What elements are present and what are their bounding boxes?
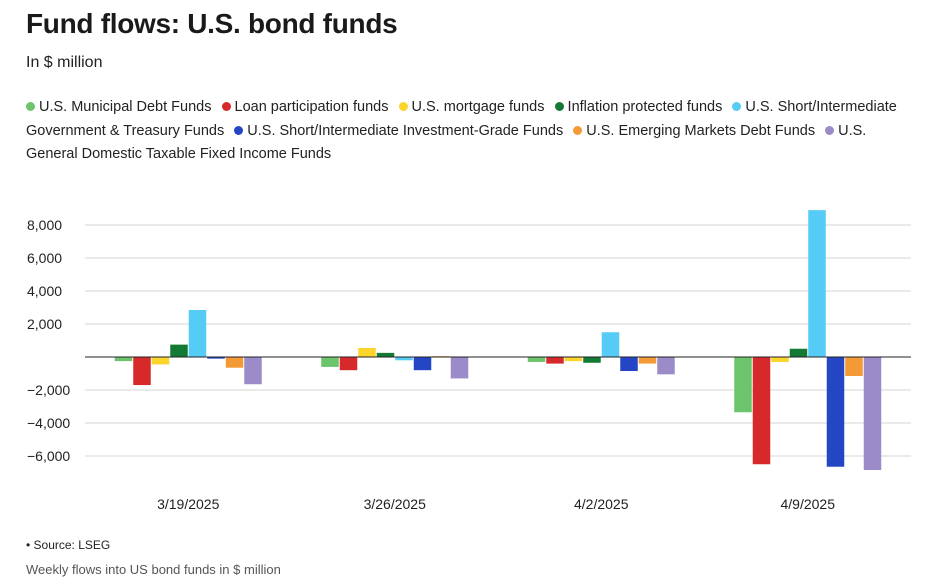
legend-swatch	[732, 102, 742, 111]
legend-swatch	[221, 102, 231, 111]
legend-item: U.S. mortgage funds	[398, 99, 551, 115]
legend-swatch	[554, 102, 564, 111]
y-tick-label: 8,000	[27, 217, 62, 233]
bar	[657, 357, 675, 375]
legend-label: Loan participation funds	[234, 99, 389, 115]
bar	[170, 344, 188, 357]
bar	[114, 357, 133, 362]
bar	[151, 357, 170, 365]
bar-chart: 8,000 6,000 4,000 2,000 −2,000 −4,000 −6,000 3/…	[27, 210, 911, 512]
chart-subtitle: In $ million	[26, 54, 103, 71]
y-tick-label: 4,000	[27, 283, 62, 299]
bar	[638, 357, 657, 364]
y-tick-label: −6,000	[27, 448, 70, 464]
bar	[450, 357, 469, 379]
bar	[845, 357, 863, 376]
bar	[133, 357, 151, 386]
legend-item: U.S. Short/Intermediate Government & Tre…	[26, 99, 897, 139]
legend-swatch	[573, 125, 583, 135]
legend-swatch	[26, 102, 35, 111]
legend-item: Loan participation funds	[221, 99, 395, 115]
legend-label: U.S. General Domestic Taxable Fixed Inco…	[26, 122, 867, 163]
chart-legend: U.S. Municipal Debt Funds Loan participa…	[26, 96, 906, 167]
bar	[601, 332, 620, 357]
bar	[244, 357, 262, 385]
legend-item: U.S. Short/Intermediate Investment-Grade…	[234, 123, 569, 139]
chart-title: Fund flows: U.S. bond funds	[26, 8, 398, 39]
bar	[376, 352, 395, 357]
x-tick-label: 3/19/2025	[157, 496, 219, 512]
legend-swatch	[825, 125, 835, 135]
legend-label: Inflation protected funds	[567, 99, 723, 115]
bar	[620, 357, 638, 372]
y-tick-label: 2,000	[27, 316, 62, 332]
bar	[225, 357, 244, 368]
y-tick-label: −2,000	[27, 382, 70, 398]
x-tick-label: 3/26/2025	[364, 496, 426, 512]
legend-item: Inflation protected funds	[554, 99, 729, 115]
legend-swatch	[234, 125, 244, 135]
bar	[207, 357, 225, 359]
y-tick-label: −4,000	[27, 415, 70, 431]
bar	[321, 357, 339, 367]
bar	[564, 357, 583, 362]
y-tick-label: 6,000	[27, 250, 62, 266]
legend-label: U.S. Short/Intermediate Government & Tre…	[26, 99, 897, 139]
bar	[583, 357, 601, 363]
bar	[358, 347, 376, 357]
x-tick-label: 4/9/2025	[781, 496, 836, 512]
legend-item: U.S. Emerging Markets Debt Funds	[573, 123, 821, 139]
bar	[789, 348, 808, 357]
bar	[395, 357, 413, 361]
bar	[527, 357, 546, 362]
bar	[752, 357, 771, 465]
legend-item: U.S. General Domestic Taxable Fixed Inco…	[26, 123, 866, 163]
bar	[413, 357, 432, 371]
bar	[863, 357, 882, 471]
legend-item: U.S. Municipal Debt Funds	[26, 99, 217, 115]
bar	[771, 357, 789, 362]
chart-caption: Weekly flows into US bond funds in $ mil…	[26, 562, 281, 577]
bar	[546, 357, 564, 364]
legend-label: U.S. mortgage funds	[411, 99, 545, 115]
x-tick-label: 4/2/2025	[574, 496, 629, 512]
bar	[734, 357, 752, 413]
bar	[339, 357, 358, 371]
legend-label: U.S. Emerging Markets Debt Funds	[586, 122, 816, 139]
legend-swatch	[398, 102, 408, 111]
bar	[188, 309, 207, 357]
source-note: • Source: LSEG	[26, 538, 111, 552]
legend-label: U.S. Short/Intermediate Investment-Grade…	[247, 122, 564, 139]
bar	[808, 210, 826, 357]
legend-label: U.S. Municipal Debt Funds	[39, 99, 212, 115]
bar	[826, 357, 845, 467]
